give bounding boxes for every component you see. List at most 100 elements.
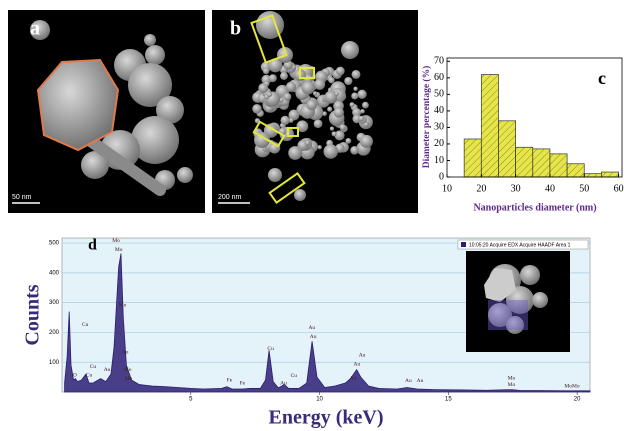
particle (305, 140, 310, 145)
particle (360, 135, 373, 148)
particle (362, 102, 369, 109)
peak-label: Cu (267, 346, 274, 352)
x-tick-label: 5 (189, 397, 193, 403)
peak-label: Au (417, 378, 424, 384)
bar (584, 174, 601, 177)
panel-label: b (230, 18, 241, 40)
particle (313, 91, 317, 95)
panel-label: a (30, 18, 40, 40)
particle (350, 102, 355, 107)
particle (352, 70, 361, 79)
y-tick-label: 40 (434, 105, 444, 116)
particle (288, 146, 302, 160)
y-tick-label: 0 (439, 171, 444, 182)
particle (314, 119, 323, 128)
x-tick-label: 60 (614, 183, 624, 194)
particle (340, 124, 346, 130)
y-tick-label: 30 (434, 122, 444, 133)
y-tick-label: 100 (49, 360, 60, 366)
particle (328, 77, 334, 83)
peak-label: Au (308, 325, 315, 331)
particle (283, 93, 291, 101)
y-tick-label: 300 (49, 300, 60, 306)
particle (330, 127, 334, 131)
y-tick-label: 60 (434, 72, 444, 83)
x-tick-label: 10 (442, 183, 452, 194)
particle (520, 265, 540, 285)
figure: a 50 nm b 200 nm 01020304050607010203040… (0, 0, 624, 431)
x-tick-label: 15 (445, 397, 452, 403)
micrograph-b (212, 10, 418, 213)
bar (550, 154, 567, 177)
legend-label: 10:05:20 Acquire EDX Acquire HAADF Area … (469, 242, 571, 248)
y-tick-label: 400 (49, 270, 60, 276)
peak-label: Au (405, 378, 412, 384)
peak-label: Mo (112, 238, 120, 244)
particle (252, 104, 262, 114)
y-axis-label: Counts (22, 284, 44, 345)
micrograph-a (8, 10, 205, 213)
particle (286, 82, 296, 92)
particle (335, 92, 339, 96)
peak-label: Mo (115, 247, 123, 253)
particle (327, 107, 332, 112)
particle (360, 109, 364, 113)
peak-label: Mo (119, 302, 127, 308)
peak-label: Mo (125, 376, 133, 382)
x-tick-label: 20 (574, 397, 581, 403)
bar (498, 121, 515, 177)
particle (267, 92, 272, 97)
y-tick-label: 20 (434, 138, 444, 149)
peak-label: Fe (227, 377, 233, 383)
particle (306, 100, 317, 111)
x-tick-label: 20 (476, 183, 486, 194)
y-tick-label: 200 (49, 330, 60, 336)
peak-label: Mo (508, 375, 516, 381)
scale-bar-label: 50 nm (12, 194, 32, 201)
particle (258, 83, 268, 93)
particle (301, 81, 314, 94)
bar (516, 147, 533, 177)
particle (280, 72, 288, 80)
particle (332, 131, 337, 136)
particle (341, 41, 359, 59)
peak-label: Au (359, 352, 366, 358)
particle (281, 116, 290, 125)
bar (601, 172, 618, 177)
particle (353, 87, 357, 91)
peak-label: Cu (82, 322, 89, 328)
panel-label: d (88, 237, 97, 254)
bar (481, 75, 498, 177)
scale-bar-label: 200 nm (218, 194, 242, 201)
y-tick-label: 70 (434, 56, 444, 67)
peak-label: Cu (90, 364, 97, 370)
particle (344, 77, 352, 85)
particle (324, 144, 338, 158)
peak-label: Mo (508, 382, 516, 388)
peak-label: O (73, 372, 77, 378)
particle (269, 74, 277, 82)
particle (359, 116, 365, 122)
particle (357, 90, 366, 99)
particle (532, 292, 548, 308)
particle (334, 107, 344, 117)
peak-label: Au (354, 361, 361, 367)
x-tick-label: 30 (511, 183, 521, 194)
peak-label: Fe (240, 380, 246, 386)
bar (464, 139, 481, 177)
particle (294, 189, 306, 201)
y-tick-label: 10 (434, 155, 444, 166)
particle (350, 146, 359, 155)
x-axis-label: Energy (keV) (269, 407, 384, 429)
peak-label: MoMo (564, 383, 580, 389)
peak-label: Cu (86, 372, 93, 378)
particle (318, 145, 322, 149)
y-tick-label: 50 (434, 89, 444, 100)
legend-swatch (461, 242, 466, 247)
panel-label: c (598, 68, 606, 88)
peak-label: Au (350, 375, 357, 381)
particle (314, 79, 325, 90)
particle (351, 93, 358, 100)
particle (268, 168, 282, 182)
x-axis-label: Nanoparticles diameter (nm) (473, 202, 596, 213)
